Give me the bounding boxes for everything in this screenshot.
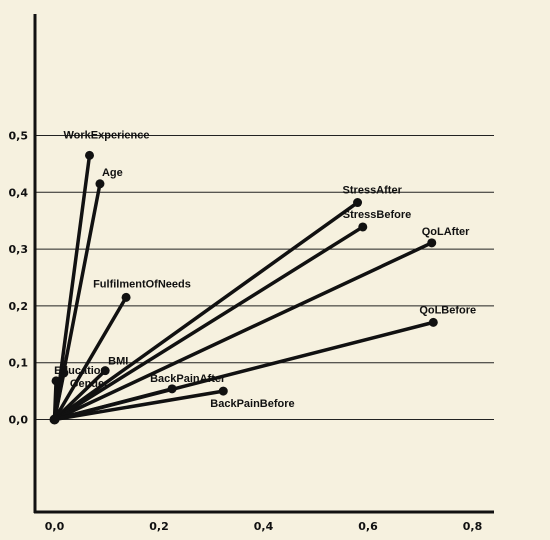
label-gender: Gender [70,378,109,390]
y-tick-labels: 0,0 0,1 0,2 0,3 0,4 0,5 [9,130,29,427]
x-tick-label: 0,0 [45,520,65,533]
label-stress-before: StressBefore [343,209,411,221]
y-tick-label: 0,2 [9,300,29,313]
origin-point [49,414,60,425]
y-tick-label: 0,1 [9,357,29,370]
vector-labels: WorkExperience Age FulfilmentOfNeeds Educat… [54,129,476,410]
vector-qo-lbefore [52,320,436,422]
y-tick-label: 0,3 [9,243,29,256]
point-gender [59,368,69,378]
vector-gender [52,371,66,422]
label-back-pain-after: BackPainAfter [150,373,226,385]
label-age: Age [102,167,123,179]
loading-vectors [49,150,438,425]
point-qo-lafter [427,238,437,248]
label-stress-after: StressAfter [343,185,403,197]
vector-stress-after [52,200,360,422]
label-back-pain-before: BackPainBefore [210,398,294,410]
vector-qo-lafter [52,241,434,422]
point-age [95,179,105,189]
label-qo-lbefore: QoLBefore [419,304,476,316]
point-stress-after [353,198,363,208]
point-work-experience [85,150,95,160]
label-education: Education [54,365,107,377]
vector-stress-before [52,225,365,422]
y-tick-label: 0,4 [9,186,29,199]
label-fulfilment-of-needs: FulfilmentOfNeeds [93,278,191,290]
label-qo-lafter: QoLAfter [422,226,470,238]
point-fulfilment-of-needs [121,292,131,302]
point-qo-lbefore [428,317,438,327]
y-tick-label: 0,0 [9,414,29,427]
x-tick-label: 0,2 [149,520,169,533]
label-bmi: BMI [108,356,128,368]
point-stress-before [358,222,368,232]
point-back-pain-before [218,386,228,396]
x-tick-label: 0,8 [463,520,483,533]
y-tick-label: 0,5 [9,130,29,143]
grid-lines [35,135,494,420]
x-tick-labels: 0,0 0,2 0,4 0,6 0,8 [45,520,483,533]
point-bmi [100,366,110,376]
x-tick-label: 0,6 [358,520,378,533]
vector-back-pain-before [52,389,226,422]
label-work-experience: WorkExperience [64,129,150,141]
vector-fulfilment-of-needs [52,295,128,422]
x-tick-label: 0,4 [254,520,274,533]
point-education [51,376,61,386]
